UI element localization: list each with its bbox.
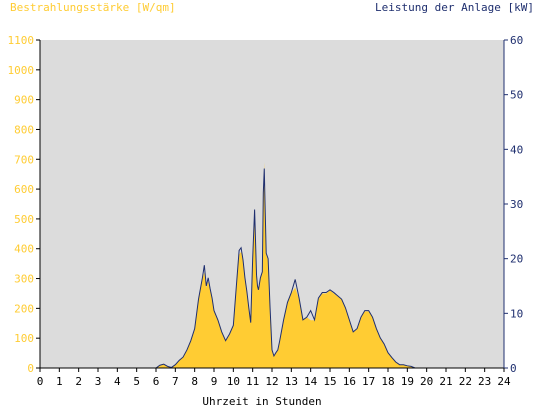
right-tick-label: 50 xyxy=(510,89,523,102)
left-tick-label: 600 xyxy=(14,183,34,196)
x-tick-label: 19 xyxy=(401,375,414,388)
x-tick-label: 2 xyxy=(75,375,82,388)
left-axis-label: Bestrahlungsstärke [W/qm] xyxy=(10,1,176,14)
left-tick-label: 900 xyxy=(14,94,34,107)
x-tick-label: 8 xyxy=(191,375,198,388)
left-tick-label: 200 xyxy=(14,302,34,315)
x-tick-label: 22 xyxy=(459,375,472,388)
x-tick-label: 20 xyxy=(420,375,433,388)
x-tick-label: 0 xyxy=(37,375,44,388)
left-tick-label: 400 xyxy=(14,243,34,256)
x-tick-label: 13 xyxy=(285,375,298,388)
x-tick-label: 24 xyxy=(497,375,511,388)
x-tick-label: 4 xyxy=(114,375,121,388)
right-tick-label: 40 xyxy=(510,143,523,156)
x-tick-label: 3 xyxy=(95,375,102,388)
x-tick-label: 16 xyxy=(343,375,356,388)
x-tick-label: 5 xyxy=(133,375,140,388)
x-tick-label: 21 xyxy=(439,375,452,388)
left-tick-label: 1100 xyxy=(8,34,35,47)
x-tick-label: 9 xyxy=(211,375,218,388)
left-tick-label: 700 xyxy=(14,153,34,166)
plot-area: 0100200300400500600700800900100011000102… xyxy=(8,34,524,388)
left-tick-label: 800 xyxy=(14,123,34,136)
x-tick-label: 15 xyxy=(323,375,336,388)
right-tick-label: 20 xyxy=(510,253,523,266)
right-tick-label: 10 xyxy=(510,307,523,320)
left-tick-label: 500 xyxy=(14,213,34,226)
left-tick-label: 1000 xyxy=(8,64,35,77)
plot-background xyxy=(40,40,504,368)
x-tick-label: 17 xyxy=(362,375,375,388)
x-tick-label: 10 xyxy=(227,375,240,388)
right-tick-label: 60 xyxy=(510,34,523,47)
x-tick-label: 7 xyxy=(172,375,179,388)
right-tick-label: 30 xyxy=(510,198,523,211)
x-tick-label: 18 xyxy=(381,375,394,388)
x-tick-label: 14 xyxy=(304,375,318,388)
power-line xyxy=(40,168,504,369)
x-tick-label: 6 xyxy=(153,375,160,388)
left-tick-label: 100 xyxy=(14,332,34,345)
x-tick-label: 11 xyxy=(246,375,259,388)
left-tick-label: 300 xyxy=(14,273,34,286)
x-tick-label: 12 xyxy=(265,375,278,388)
x-tick-label: 23 xyxy=(478,375,491,388)
x-axis-label: Uhrzeit in Stunden xyxy=(202,395,321,408)
x-tick-label: 1 xyxy=(56,375,63,388)
right-tick-label: 0 xyxy=(510,362,517,375)
right-axis-label: Leistung der Anlage [kW] xyxy=(375,1,534,14)
left-tick-label: 0 xyxy=(27,362,34,375)
